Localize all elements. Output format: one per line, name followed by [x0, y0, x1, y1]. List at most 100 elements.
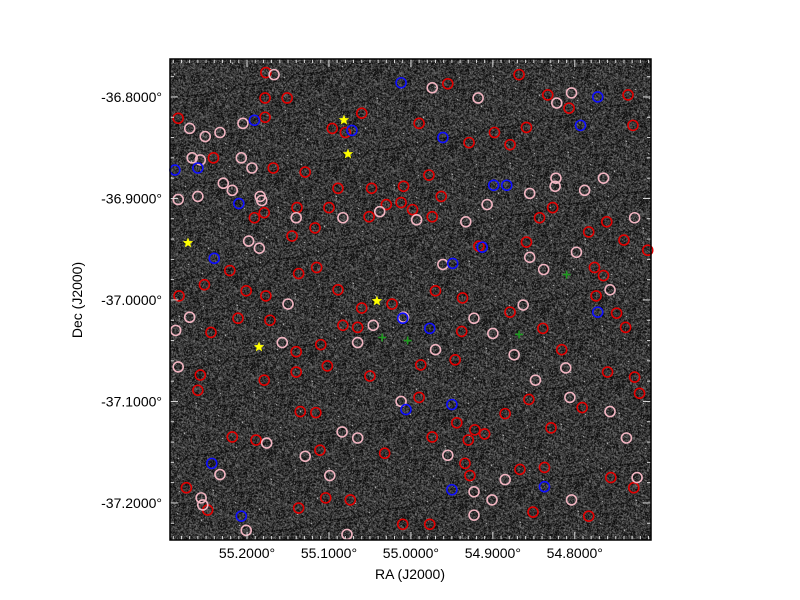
blue-source-circle — [346, 124, 358, 137]
red-source-circle — [192, 384, 204, 397]
red-source-circle — [198, 278, 211, 291]
red-source-circle — [326, 122, 339, 135]
blue-source-circle — [169, 164, 181, 176]
red-source-circle — [435, 190, 448, 203]
pink-source-circle — [260, 437, 273, 449]
pink-source-circle — [214, 468, 226, 481]
red-source-circle — [294, 405, 307, 418]
red-source-circle — [259, 111, 271, 124]
red-source-circle — [641, 244, 654, 257]
red-source-circle — [627, 119, 639, 132]
red-source-circle — [290, 366, 302, 378]
red-source-circle — [463, 136, 475, 149]
pink-source-circle — [172, 193, 184, 206]
pink-source-circle — [550, 97, 563, 109]
red-source-circle — [527, 506, 539, 518]
blue-source-circle — [591, 306, 604, 318]
red-source-circle — [469, 424, 481, 436]
pink-source-circle — [437, 258, 449, 271]
pink-source-circle — [186, 152, 198, 164]
red-source-circle — [380, 198, 393, 211]
blue-source-circle — [205, 457, 218, 470]
red-source-circle — [441, 77, 454, 90]
pink-source-circle — [429, 343, 442, 356]
red-source-circle — [344, 494, 357, 506]
blue-source-circle — [446, 398, 458, 411]
red-source-circle — [520, 121, 533, 134]
y-tick-label: -37.1000° — [101, 393, 162, 409]
pink-source-circle — [578, 184, 591, 197]
pink-source-circle — [426, 82, 439, 94]
red-source-circle — [459, 457, 471, 470]
tick-labels-layer: 55.2000° 55.1000° 55.0000° 54.9000° 54.8000°… — [101, 89, 603, 561]
pink-source-circle — [468, 312, 480, 325]
red-source-circle — [504, 138, 516, 151]
green-source-marker — [562, 270, 571, 279]
red-source-circle — [426, 210, 439, 223]
pink-source-circle — [549, 180, 561, 193]
red-source-circle — [619, 321, 632, 334]
pink-source-circle — [468, 509, 480, 521]
pink-source-circle — [299, 450, 312, 463]
red-source-circle — [464, 469, 476, 482]
red-source-circle — [396, 518, 409, 531]
red-source-circle — [363, 210, 375, 223]
red-source-circle — [309, 222, 321, 234]
red-source-circle — [260, 290, 272, 302]
red-source-circle — [600, 216, 613, 228]
y-tick-label: -37.2000° — [101, 495, 162, 511]
red-source-circle — [332, 284, 344, 296]
red-source-circle — [180, 481, 193, 494]
red-source-circle — [545, 422, 557, 434]
pink-source-circle — [172, 361, 184, 373]
red-source-circle — [538, 461, 551, 474]
blue-source-circle — [192, 162, 204, 174]
pink-source-circle — [481, 198, 493, 211]
blue-source-circle — [423, 322, 436, 335]
y-tick-label: -36.8000° — [101, 89, 162, 105]
red-source-circle — [226, 431, 239, 443]
pink-source-circle — [214, 126, 226, 139]
red-source-circle — [576, 401, 588, 414]
pink-source-circle — [523, 251, 536, 264]
red-source-circle — [429, 285, 442, 297]
pink-source-circle — [472, 92, 484, 104]
pink-source-circle — [268, 68, 280, 81]
red-source-circle — [240, 285, 253, 297]
red-source-circle — [423, 518, 436, 531]
red-source-circle — [339, 126, 352, 139]
red-source-circle — [588, 261, 601, 274]
red-source-circle — [605, 471, 617, 484]
red-source-circle — [299, 166, 312, 178]
blue-source-circle — [574, 119, 587, 132]
red-source-circle — [172, 112, 184, 125]
ticks-layer — [170, 59, 651, 540]
yellow-star-marker — [338, 114, 350, 125]
pink-source-circle — [523, 187, 536, 200]
red-source-circle — [290, 345, 302, 358]
yellow-star-marker — [342, 148, 354, 159]
red-source-circle — [426, 431, 439, 443]
pink-source-circle — [323, 469, 336, 482]
red-source-circle — [504, 306, 516, 318]
red-source-circle — [378, 447, 391, 460]
red-source-circle — [563, 102, 575, 114]
red-source-circle — [260, 66, 272, 79]
red-source-circle — [258, 206, 271, 219]
yellow-star-marker — [182, 237, 194, 248]
red-source-circle — [205, 326, 217, 339]
red-source-circle — [423, 169, 435, 181]
red-source-circle — [513, 68, 525, 81]
green-source-marker — [515, 330, 524, 339]
blue-source-circle — [437, 131, 449, 144]
pink-source-circle — [253, 242, 266, 254]
red-source-circle — [207, 152, 220, 164]
red-source-circle — [456, 292, 469, 304]
pink-source-circle — [565, 87, 578, 99]
red-source-circle — [533, 211, 546, 224]
yellow-star-marker — [371, 295, 383, 306]
red-source-circle — [633, 387, 646, 400]
red-source-circle — [337, 319, 349, 332]
red-source-circle — [365, 182, 378, 195]
